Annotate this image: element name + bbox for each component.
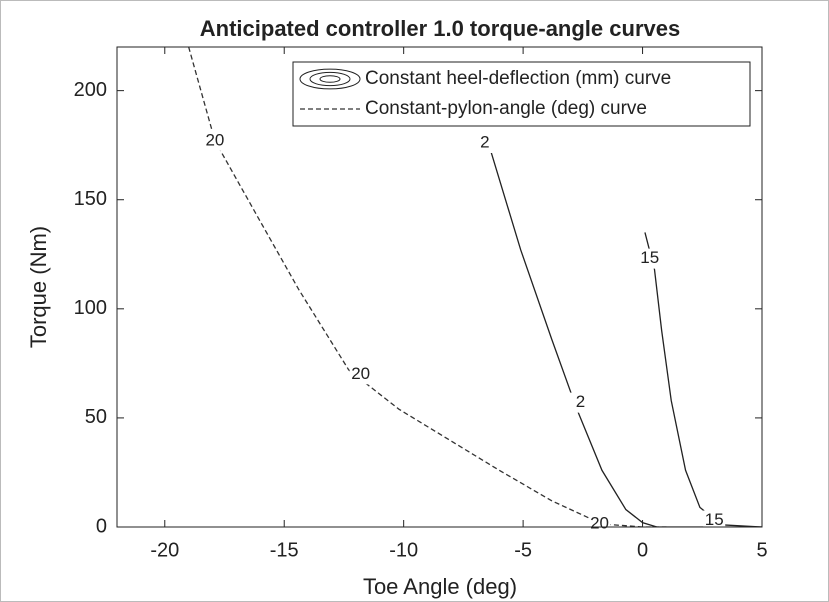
x-tick-label: -20	[150, 539, 179, 561]
x-tick-label: -15	[270, 539, 299, 561]
contour-label: 20	[351, 364, 370, 383]
annotation-bg	[638, 248, 661, 269]
annotation-bg	[588, 513, 611, 534]
y-tick-label: 200	[74, 79, 107, 101]
annotation-bg	[203, 130, 226, 151]
legend-label: Constant-pylon-angle (deg) curve	[365, 98, 647, 119]
chart-title: Anticipated controller 1.0 torque-angle …	[200, 16, 680, 41]
contour-label: 20	[205, 130, 224, 149]
y-tick-label: 50	[85, 406, 107, 428]
x-tick-label: 0	[637, 539, 648, 561]
contour-label: 2	[480, 132, 489, 151]
y-tick-label: 0	[96, 515, 107, 537]
y-axis-label: Torque (Nm)	[26, 226, 51, 348]
x-tick-label: -5	[514, 539, 532, 561]
x-tick-label: 5	[756, 539, 767, 561]
x-tick-label: -10	[389, 539, 418, 561]
annotation-bg	[569, 392, 592, 413]
x-axis-label: Toe Angle (deg)	[363, 574, 517, 599]
y-tick-label: 150	[74, 188, 107, 210]
legend-icon	[309, 71, 351, 87]
plot-box	[116, 46, 763, 528]
annotation-bg	[473, 133, 496, 153]
contour-label: 15	[705, 510, 724, 529]
contour-label: 15	[640, 248, 659, 267]
contour-label: 2	[576, 392, 585, 411]
contour-label: 20	[590, 513, 609, 532]
legend-label: Constant heel-deflection (mm) curve	[365, 68, 671, 89]
curve	[489, 147, 762, 527]
annotation-bg	[703, 510, 726, 531]
annotation-bg	[349, 364, 372, 385]
legend-icon	[299, 68, 361, 90]
y-tick-label: 100	[74, 297, 107, 319]
legend-icon	[319, 75, 341, 83]
legend-box	[292, 61, 751, 127]
